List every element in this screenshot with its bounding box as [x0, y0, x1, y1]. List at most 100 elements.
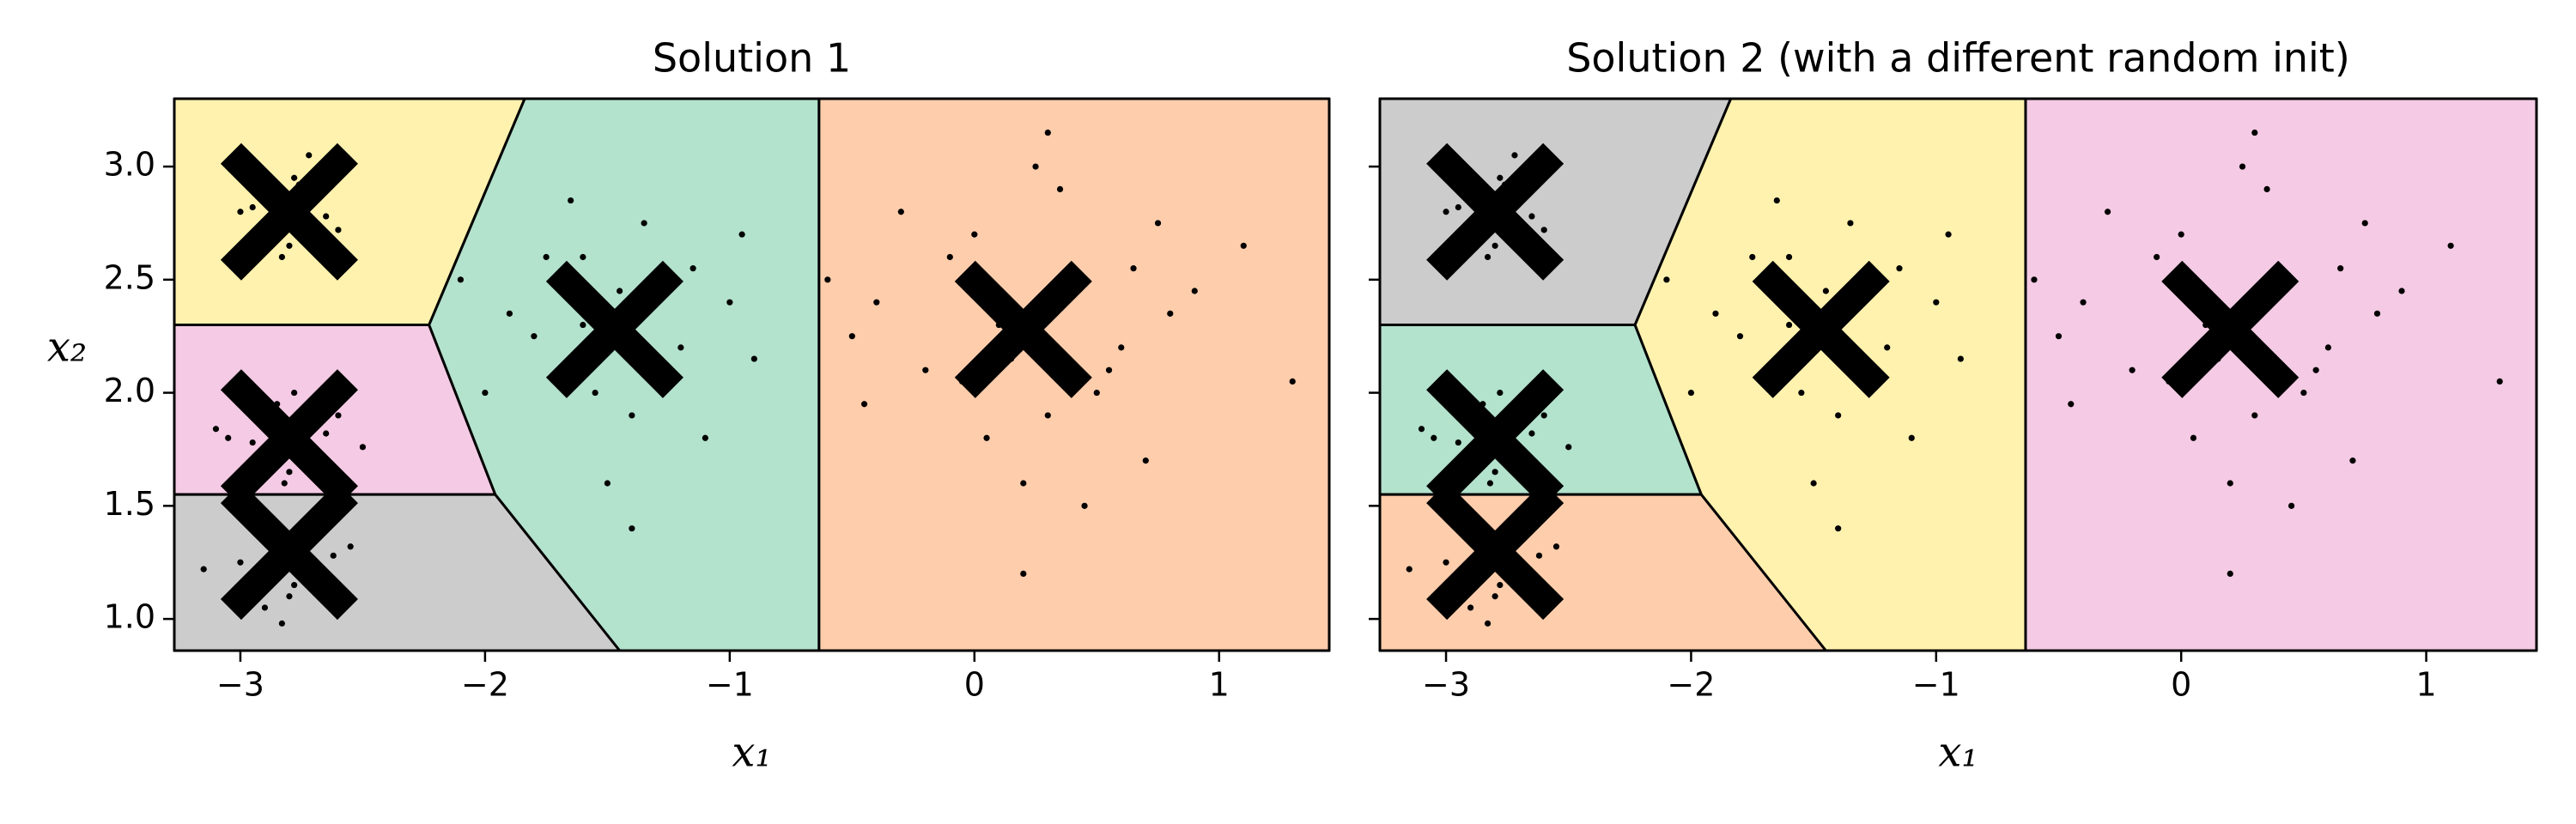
- data-point: [2178, 231, 2184, 238]
- data-point: [306, 152, 313, 159]
- centroid-stroke: [954, 260, 1092, 398]
- data-point: [1044, 412, 1051, 419]
- data-point: [897, 209, 904, 215]
- data-point: [291, 389, 298, 397]
- data-point: [677, 344, 684, 351]
- data-point: [237, 559, 244, 566]
- data-point: [1492, 593, 1498, 600]
- data-point: [1455, 439, 1461, 446]
- axes-frame: [173, 97, 1331, 652]
- data-point: [2398, 288, 2405, 294]
- x-tick-label: −1: [706, 666, 754, 704]
- data-point: [2361, 220, 2368, 227]
- x-tick-label: 0: [2171, 666, 2191, 704]
- centroid-stroke: [1426, 142, 1564, 281]
- data-point: [1167, 310, 1174, 317]
- data-point: [1663, 276, 1670, 283]
- data-point: [1497, 174, 1504, 181]
- data-point: [1497, 581, 1504, 589]
- data-point: [2080, 299, 2087, 306]
- data-point: [726, 299, 733, 306]
- data-point: [1142, 457, 1149, 464]
- data-point: [1455, 203, 1461, 211]
- data-point: [2312, 367, 2319, 373]
- data-point: [1467, 604, 1474, 611]
- data-point: [617, 288, 623, 294]
- y-tick-label: 1.5: [104, 485, 155, 523]
- data-point: [330, 552, 337, 559]
- data-point: [1130, 265, 1137, 272]
- x-tick-label: −1: [1912, 666, 1960, 704]
- data-point: [291, 174, 298, 181]
- data-point: [1933, 299, 1940, 306]
- data-point: [1822, 288, 1829, 294]
- data-point: [1118, 344, 1125, 351]
- centroid-stroke: [1752, 260, 1890, 398]
- panel: −3 −2 −1 0 1 Solution 2 (with a different ran…: [1369, 35, 2538, 777]
- data-point: [690, 265, 696, 272]
- y-tick-label: 2.0: [104, 372, 155, 409]
- y-axis-label: x₂: [47, 324, 87, 372]
- data-point: [1552, 543, 1560, 550]
- centroid-stroke: [1426, 482, 1564, 621]
- centroid-stroke: [220, 369, 358, 507]
- data-point: [335, 227, 342, 233]
- centroid: [1426, 142, 1564, 281]
- data-point: [1486, 480, 1494, 487]
- data-point: [2227, 480, 2233, 487]
- data-point: [629, 412, 635, 419]
- x-tick-label: −2: [1667, 666, 1715, 704]
- data-point: [592, 389, 598, 397]
- data-point: [286, 242, 293, 249]
- data-point: [738, 231, 745, 238]
- data-point: [971, 231, 978, 238]
- data-point: [2104, 209, 2111, 215]
- x-tick-label: −3: [216, 666, 264, 704]
- data-point: [1443, 209, 1449, 215]
- data-point: [1736, 333, 1744, 340]
- data-point: [922, 367, 929, 373]
- data-point: [580, 253, 586, 261]
- centroid: [1752, 260, 1890, 398]
- centroid: [1426, 369, 1564, 507]
- data-point: [1484, 620, 1492, 627]
- data-point: [1540, 227, 1547, 233]
- data-point: [1418, 426, 1425, 433]
- data-point: [2055, 333, 2063, 340]
- centroid: [2161, 260, 2300, 398]
- centroid: [220, 142, 358, 281]
- data-point: [568, 197, 574, 204]
- data-point: [2031, 276, 2038, 283]
- chart-title: Solution 1: [653, 35, 851, 82]
- data-point: [1056, 185, 1064, 193]
- data-point: [2251, 129, 2258, 136]
- centroid: [220, 369, 358, 507]
- data-point: [531, 333, 538, 340]
- data-point: [2068, 401, 2075, 408]
- centroid-stroke: [545, 260, 683, 398]
- data-point: [2263, 185, 2270, 193]
- y-tick-label: 1.0: [104, 598, 155, 636]
- data-point: [2251, 412, 2258, 419]
- centroid-stroke: [220, 142, 358, 281]
- data-point: [2154, 253, 2160, 261]
- chart-title: Solution 2 (with a different random init…: [1566, 35, 2350, 82]
- data-point: [1687, 389, 1695, 397]
- data-point: [482, 389, 489, 397]
- data-point: [983, 434, 990, 441]
- data-point: [702, 434, 708, 441]
- data-point: [1081, 502, 1088, 509]
- data-point: [2129, 367, 2136, 373]
- centroid-stroke: [2161, 260, 2300, 398]
- data-point: [1945, 231, 1952, 238]
- data-point: [278, 253, 285, 261]
- data-point: [1835, 525, 1842, 532]
- data-point: [286, 469, 293, 476]
- data-point: [873, 299, 880, 306]
- data-point: [604, 480, 611, 487]
- centroid: [954, 260, 1092, 398]
- panel: −3 −2 −1 0 1 1.0 1.5 2.0 2.5 3.0 Solution 1 x₁ x₂: [47, 35, 1331, 777]
- data-point: [2337, 265, 2344, 272]
- data-point: [2300, 389, 2307, 397]
